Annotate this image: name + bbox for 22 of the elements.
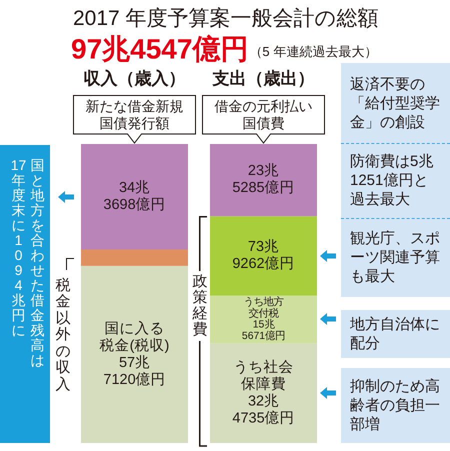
text: 観光庁、スポーツ関連予算も最大	[350, 229, 441, 286]
chart-title: 2017 年度予算案一般会計の総額	[73, 6, 379, 30]
data-label: うち社会保障費32兆4735億円	[232, 358, 295, 427]
annotation: 税金以外の収入	[54, 276, 72, 394]
text: （5 年連続過去最大）	[249, 44, 378, 60]
data-label: うち地方交付税15兆5671億円	[242, 296, 286, 342]
text: 防衛費は5兆1251億円と過去最大	[350, 152, 434, 209]
data-label: 国に入る税金(税収)57兆7120億円	[100, 320, 170, 388]
text: 抑制のため高齢者の負担一部増	[350, 377, 441, 434]
annotation: 23兆5285億円	[232, 163, 295, 198]
annotation: 新たな借金新規国債発行額	[84, 96, 184, 132]
data-label: 34兆3698億円	[103, 179, 166, 214]
annotation: 借金の元利払い国債費	[214, 96, 314, 132]
text: 返済不要の「給付型奨学金」の創設	[350, 74, 441, 132]
text: 国と地方を合わせた借金残高は	[30, 157, 44, 368]
x-tick-label: 収入（歳入）	[84, 69, 186, 88]
text: 地方自治体に配分	[350, 315, 441, 353]
annotation: 73兆9262億円	[232, 238, 295, 273]
text: 17年度末に1094兆円に	[10, 157, 26, 338]
annotation: 政策経費	[192, 273, 208, 338]
chart-subtitle: 97兆4547億円	[71, 34, 248, 64]
x-tick-label: 支出（歳出）	[212, 69, 314, 88]
